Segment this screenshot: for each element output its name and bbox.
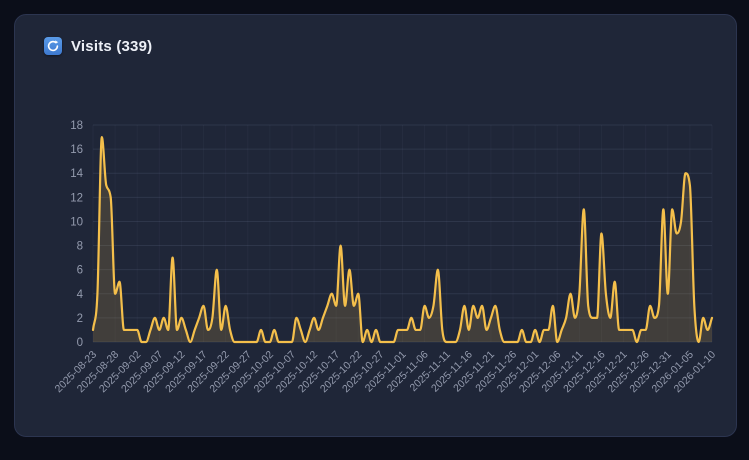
- visits-area-chart[interactable]: 0 2 4 6 8 10 12 14 16 18 2025-08-232025-08-282025-…: [15, 15, 749, 460]
- svg-text:6: 6: [77, 265, 83, 277]
- svg-text:12: 12: [70, 192, 83, 204]
- y-axis-labels: 0 2 4 6 8 10 12 14 16 18: [70, 120, 83, 349]
- svg-text:2: 2: [77, 313, 83, 325]
- grid-lines: [93, 125, 712, 342]
- svg-text:8: 8: [77, 241, 83, 253]
- svg-text:4: 4: [77, 289, 84, 301]
- svg-text:10: 10: [70, 216, 83, 228]
- svg-text:14: 14: [70, 168, 83, 180]
- svg-text:0: 0: [77, 337, 83, 349]
- x-axis-labels: 2025-08-232025-08-282025-09-022025-09-07…: [53, 349, 719, 396]
- svg-text:16: 16: [70, 144, 83, 156]
- svg-text:18: 18: [70, 120, 83, 132]
